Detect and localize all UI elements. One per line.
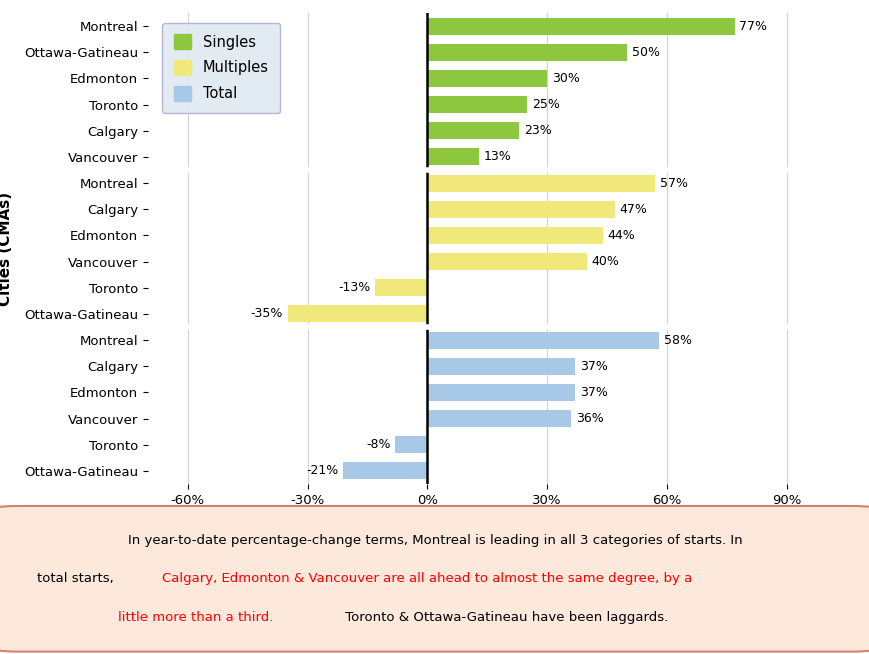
Text: 23%: 23% bbox=[523, 124, 551, 137]
Bar bbox=[427, 122, 519, 139]
Bar bbox=[427, 384, 574, 401]
Text: 30%: 30% bbox=[551, 72, 579, 85]
Text: Calgary, Edmonton & Vancouver are all ahead to almost the same degree, by a: Calgary, Edmonton & Vancouver are all ah… bbox=[163, 572, 692, 585]
Bar bbox=[427, 358, 574, 375]
Bar bbox=[427, 70, 547, 87]
Bar bbox=[427, 44, 627, 61]
Text: 77%: 77% bbox=[739, 20, 766, 33]
Text: 44%: 44% bbox=[607, 229, 634, 242]
Text: 37%: 37% bbox=[579, 360, 607, 373]
Bar bbox=[427, 332, 658, 349]
Text: -8%: -8% bbox=[366, 438, 390, 451]
Text: 37%: 37% bbox=[579, 386, 607, 399]
Text: total starts,: total starts, bbox=[37, 572, 118, 585]
Bar bbox=[375, 279, 427, 296]
Legend: Singles, Multiples, Total: Singles, Multiples, Total bbox=[162, 23, 280, 112]
FancyBboxPatch shape bbox=[0, 506, 869, 651]
Y-axis label: Cities (CMAs): Cities (CMAs) bbox=[0, 192, 13, 305]
Bar bbox=[395, 436, 427, 453]
Text: -13%: -13% bbox=[338, 281, 370, 294]
Text: 36%: 36% bbox=[575, 412, 603, 425]
Bar bbox=[427, 96, 527, 113]
Bar bbox=[343, 462, 427, 479]
X-axis label: % Change Y/Y: % Change Y/Y bbox=[428, 518, 546, 533]
Text: 47%: 47% bbox=[619, 203, 647, 216]
Bar bbox=[427, 227, 602, 244]
Text: 13%: 13% bbox=[483, 150, 511, 164]
Text: 58%: 58% bbox=[663, 334, 691, 347]
Text: In year-to-date percentage-change terms, Montreal is leading in all 3 categories: In year-to-date percentage-change terms,… bbox=[128, 534, 741, 547]
Text: little more than a third.: little more than a third. bbox=[117, 611, 273, 624]
Bar bbox=[427, 410, 570, 427]
Bar bbox=[427, 18, 733, 35]
Text: 50%: 50% bbox=[631, 46, 659, 59]
Text: Toronto & Ottawa-Gatineau have been laggards.: Toronto & Ottawa-Gatineau have been lagg… bbox=[341, 611, 667, 624]
Bar bbox=[427, 201, 614, 218]
Bar bbox=[427, 175, 654, 192]
Text: -35%: -35% bbox=[250, 307, 282, 320]
Text: -21%: -21% bbox=[306, 464, 338, 477]
Bar bbox=[427, 148, 479, 165]
Text: 40%: 40% bbox=[591, 255, 619, 268]
Bar bbox=[288, 305, 427, 322]
Text: 57%: 57% bbox=[659, 177, 687, 190]
Bar bbox=[427, 253, 587, 270]
Text: 25%: 25% bbox=[531, 98, 559, 111]
